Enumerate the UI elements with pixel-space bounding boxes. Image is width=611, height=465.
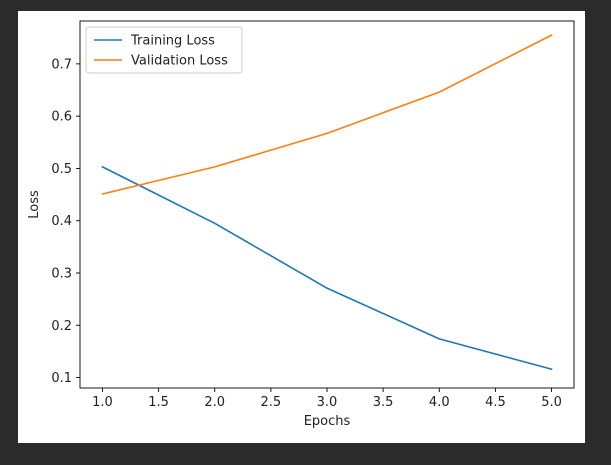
- y-tick-label: 0.2: [51, 319, 72, 334]
- series-line-validation-loss: [101, 34, 553, 196]
- x-tick-label: 1.0: [92, 395, 113, 410]
- axes-frame: [79, 20, 575, 389]
- legend-box: [85, 26, 243, 74]
- x-tick-label: 3.5: [373, 395, 394, 410]
- y-tick-label: 0.4: [51, 214, 72, 229]
- series-layer: [101, 34, 553, 371]
- legend: Training Loss Validation Loss: [85, 26, 243, 74]
- figure-canvas: 1.0 1.5 2.0 2.5 3.0 3.5 4.0 4.5 5.0 0.1 0.2 0.3 0.4…: [18, 11, 585, 443]
- y-tick-label: 0.3: [51, 266, 72, 281]
- x-tick-label: 1.5: [148, 395, 169, 410]
- x-tick-label: 5.0: [541, 395, 562, 410]
- x-axis-label: Epochs: [304, 414, 351, 429]
- y-tick-label: 0.1: [51, 371, 72, 386]
- x-ticks: 1.0 1.5 2.0 2.5 3.0 3.5 4.0 4.5 5.0: [92, 388, 562, 410]
- y-tick-label: 0.6: [51, 110, 72, 125]
- y-tick-label: 0.7: [51, 57, 72, 72]
- x-tick-label: 4.5: [485, 395, 506, 410]
- legend-label: Training Loss: [130, 34, 215, 49]
- series-line-training-loss: [101, 165, 553, 371]
- y-ticks: 0.1 0.2 0.3 0.4 0.5 0.6 0.7: [51, 57, 80, 386]
- y-tick-label: 0.5: [51, 162, 72, 177]
- loss-line-chart: 1.0 1.5 2.0 2.5 3.0 3.5 4.0 4.5 5.0 0.1 0.2 0.3 0.4…: [27, 20, 575, 429]
- x-tick-label: 2.5: [261, 395, 282, 410]
- x-tick-label: 2.0: [204, 395, 225, 410]
- legend-label: Validation Loss: [131, 54, 228, 69]
- plot-area-border: [79, 20, 575, 389]
- x-tick-label: 3.0: [317, 395, 338, 410]
- y-axis-label: Loss: [27, 190, 42, 219]
- x-tick-label: 4.0: [429, 395, 450, 410]
